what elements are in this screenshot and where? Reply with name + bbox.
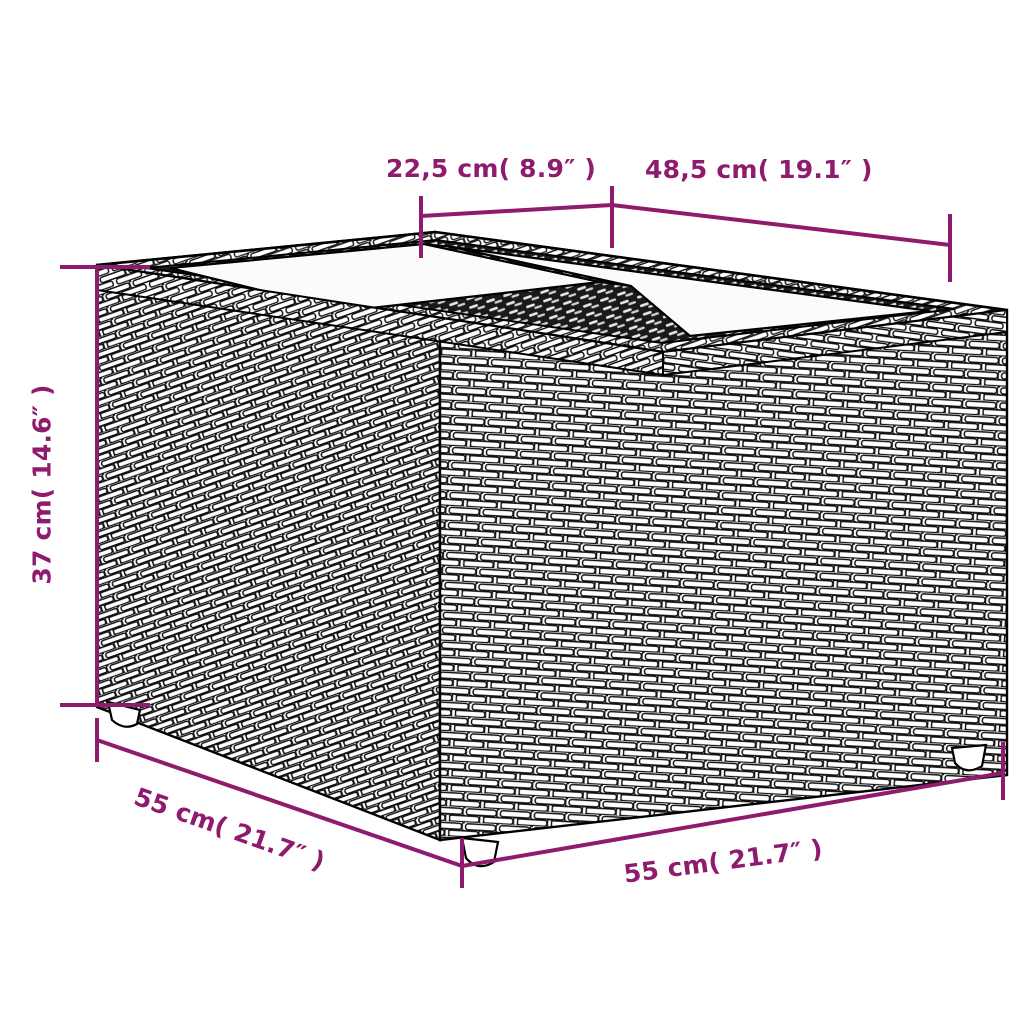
dimension-label-top-left: 22,5 cm( 8.9″ ) <box>386 154 596 183</box>
table-body <box>95 230 1009 868</box>
front-panel <box>438 308 1009 842</box>
dim-height <box>60 265 150 707</box>
table-feet <box>106 700 988 868</box>
foot-front-right <box>950 743 988 772</box>
glass-panel-right <box>451 245 931 338</box>
dim-top-right <box>610 186 952 282</box>
dim-width <box>460 742 1005 888</box>
dimension-label-top-right: 48,5 cm( 19.1″ ) <box>645 155 873 184</box>
left-side-panel <box>95 263 442 842</box>
foot-back-left <box>106 700 142 728</box>
dimension-lines <box>60 186 1005 888</box>
dimension-label-height: 37 cm( 14.6″ ) <box>27 384 57 585</box>
